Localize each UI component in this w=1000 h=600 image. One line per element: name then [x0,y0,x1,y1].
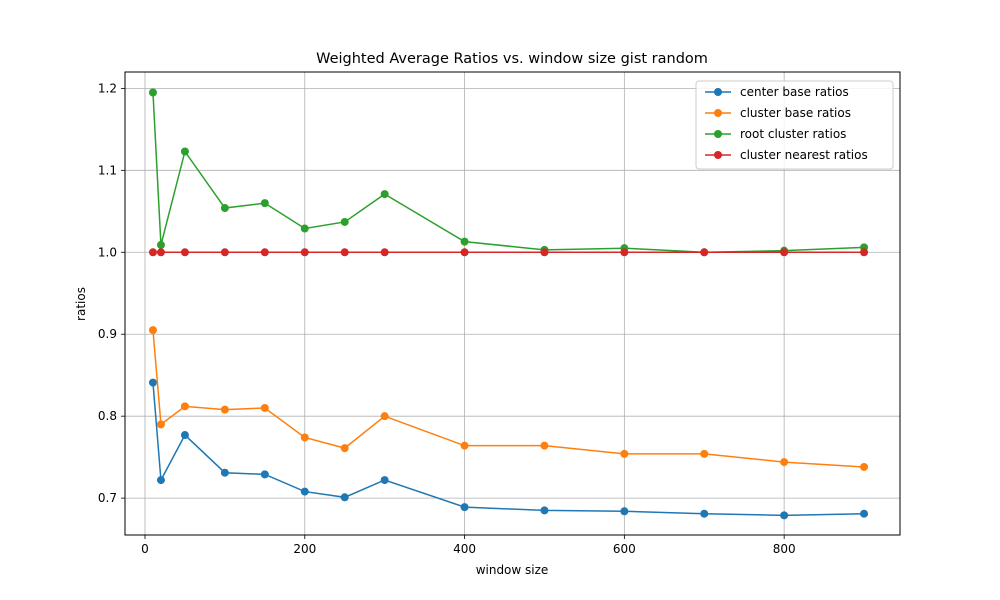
data-point [340,444,349,453]
data-point [220,248,229,257]
data-point [380,248,389,257]
data-point [780,458,789,467]
data-point [700,509,709,518]
chart-title: Weighted Average Ratios vs. window size … [316,51,708,67]
data-point [340,493,349,502]
legend-entry: root cluster ratios [705,127,846,141]
data-point [460,237,469,246]
y-tick-label: 1.2 [98,81,117,95]
legend-label: cluster base ratios [740,106,851,120]
y-tick-label: 1.1 [98,163,117,177]
data-point [540,506,549,515]
data-point [380,476,389,485]
x-axis-ticks: 0 200 400 600 800 [141,535,796,556]
data-point [156,248,165,257]
x-tick-label: 400 [453,542,476,556]
data-point [260,470,269,479]
legend-swatch-marker [714,151,722,159]
data-point [380,190,389,199]
data-point [620,248,629,257]
legend-entry: center base ratios [705,85,849,99]
y-tick-label: 0.7 [98,491,117,505]
series-1 [148,378,869,520]
data-point [220,204,229,213]
series-line [152,330,865,468]
data-point [300,433,309,442]
data-point [780,511,789,520]
y-axis-label: ratios [74,287,88,321]
data-point [220,468,229,477]
series-2 [148,326,869,471]
data-point [700,449,709,458]
data-point [860,248,869,257]
data-point [180,248,189,257]
legend-label: root cluster ratios [740,127,846,141]
legend-swatch-marker [714,130,722,138]
data-point [340,217,349,226]
legend-label: center base ratios [740,85,849,99]
data-point [860,509,869,518]
plot-frame [124,71,901,536]
data-point [156,476,165,485]
data-point [180,147,189,156]
legend-entry: cluster base ratios [705,106,851,120]
data-point [460,248,469,257]
y-tick-label: 0.8 [98,409,117,423]
x-tick-label: 0 [141,542,149,556]
data-point [300,248,309,257]
data-point [260,199,269,208]
legend-frame [695,80,894,170]
data-point [620,507,629,516]
data-point [156,240,165,249]
data-point [340,248,349,257]
legend-entry: cluster nearest ratios [705,148,868,162]
data-point [180,431,189,440]
x-tick-label: 800 [773,542,796,556]
legend-label: cluster nearest ratios [740,148,868,162]
data-point [148,88,157,97]
x-axis-label: window size [476,563,549,577]
data-point [148,378,157,387]
series-line [152,382,865,517]
data-point [180,402,189,411]
legend-swatch-marker [714,109,722,117]
data-point [540,248,549,257]
y-tick-label: 1.0 [98,245,117,259]
data-point [220,405,229,414]
data-point [860,462,869,471]
data-point [540,441,549,450]
data-point [300,224,309,233]
legend: center base ratios cluster base ratios roo… [695,80,894,170]
data-point [460,441,469,450]
data-point [156,420,165,429]
legend-swatch-marker [714,88,722,96]
series-4 [148,248,869,257]
data-point [380,412,389,421]
x-tick-label: 600 [613,542,636,556]
data-point [780,248,789,257]
data-point [700,248,709,257]
y-axis-ticks: 0.7 0.8 0.9 1.0 1.1 1.2 [98,81,125,505]
y-tick-label: 0.9 [98,327,117,341]
data-point [300,487,309,496]
data-point [460,503,469,512]
data-point [260,403,269,412]
x-tick-label: 200 [293,542,316,556]
data-point [148,248,157,257]
data-point [148,326,157,335]
data-point [260,248,269,257]
series-layer [148,88,869,520]
data-point [620,449,629,458]
